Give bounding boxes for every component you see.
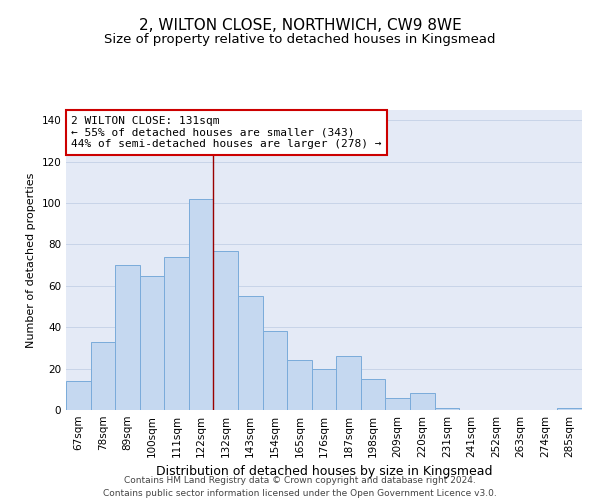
Bar [312, 368, 336, 410]
Bar [263, 332, 287, 410]
Text: Size of property relative to detached houses in Kingsmead: Size of property relative to detached ho… [104, 32, 496, 46]
Bar [115, 265, 140, 410]
Bar [66, 381, 91, 410]
Text: 2 WILTON CLOSE: 131sqm
← 55% of detached houses are smaller (343)
44% of semi-de: 2 WILTON CLOSE: 131sqm ← 55% of detached… [71, 116, 382, 149]
Bar [557, 408, 582, 410]
Bar [361, 379, 385, 410]
Text: Contains HM Land Registry data © Crown copyright and database right 2024.
Contai: Contains HM Land Registry data © Crown c… [103, 476, 497, 498]
Bar [287, 360, 312, 410]
Bar [238, 296, 263, 410]
Bar [91, 342, 115, 410]
Text: 2, WILTON CLOSE, NORTHWICH, CW9 8WE: 2, WILTON CLOSE, NORTHWICH, CW9 8WE [139, 18, 461, 32]
Y-axis label: Number of detached properties: Number of detached properties [26, 172, 36, 348]
Bar [336, 356, 361, 410]
X-axis label: Distribution of detached houses by size in Kingsmead: Distribution of detached houses by size … [156, 466, 492, 478]
Bar [140, 276, 164, 410]
Bar [214, 250, 238, 410]
Bar [410, 394, 434, 410]
Bar [385, 398, 410, 410]
Bar [189, 199, 214, 410]
Bar [434, 408, 459, 410]
Bar [164, 257, 189, 410]
